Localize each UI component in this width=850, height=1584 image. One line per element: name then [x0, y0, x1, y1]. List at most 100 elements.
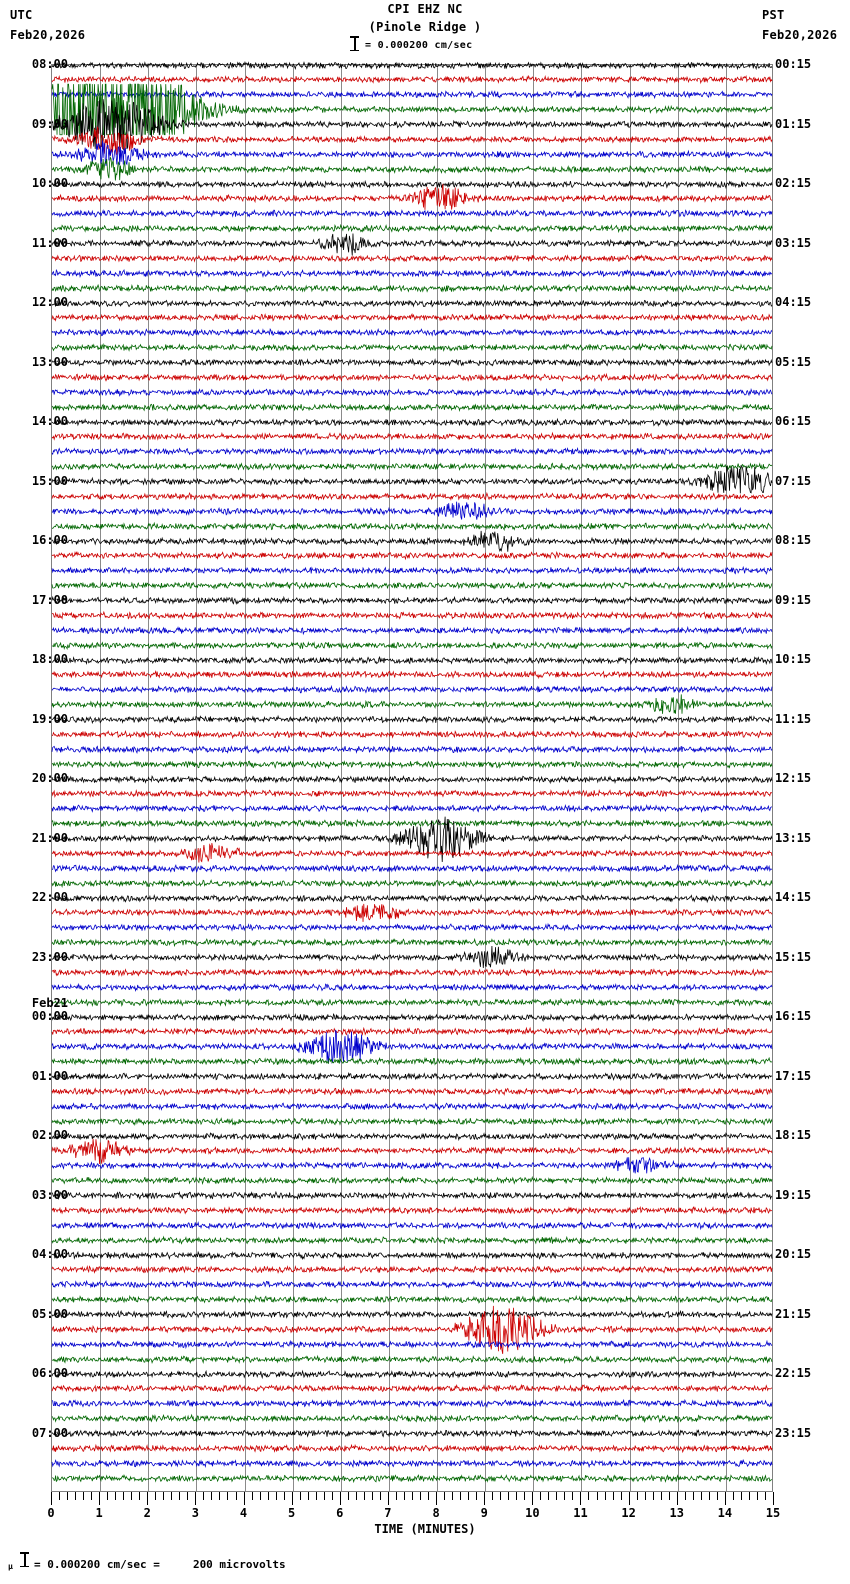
x-tick-5-4 — [323, 1492, 325, 1500]
x-tick-12-3 — [652, 1492, 654, 1500]
utc-timezone-label: UTC — [10, 8, 33, 22]
x-tick-1-4 — [131, 1492, 133, 1500]
utc-hour-label-0200: 02:00 — [31, 1128, 68, 1142]
footer-scale-text: = 0.000200 cm/sec = 200 microvolts — [34, 1558, 286, 1571]
trace-row-49 — [52, 786, 772, 801]
trace-row-45 — [52, 727, 772, 742]
trace-row-51 — [52, 816, 772, 831]
pst-hour-label-2215: 22:15 — [775, 1366, 812, 1380]
pst-hour-label-0915: 09:15 — [775, 592, 812, 607]
trace-row-70 — [52, 1099, 772, 1114]
station-name: (Pinole Ridge ) — [368, 20, 482, 34]
trace-row-76 — [52, 1188, 772, 1203]
seismic-traces — [52, 65, 772, 1491]
utc-hour-label-0900: 09:00 — [31, 116, 68, 131]
x-tick-10-2 — [548, 1492, 550, 1500]
trace-row-10 — [52, 206, 772, 221]
trace-row-26 — [52, 444, 772, 459]
trace-row-86 — [52, 1337, 772, 1352]
trace-row-73 — [52, 1143, 772, 1158]
trace-row-31 — [52, 519, 772, 534]
x-tick-label-13: 13 — [669, 1506, 684, 1520]
x-tick-1-2 — [115, 1492, 117, 1500]
pst-timezone-label: PST — [762, 8, 785, 22]
x-tick-8-0 — [436, 1492, 438, 1505]
x-tick-3-5 — [235, 1492, 237, 1500]
x-tick-1-1 — [107, 1492, 109, 1500]
trace-row-7 — [52, 162, 772, 177]
trace-row-35 — [52, 578, 772, 593]
trace-row-80 — [52, 1248, 772, 1263]
x-tick-label-7: 7 — [384, 1506, 392, 1520]
trace-row-43 — [52, 697, 772, 712]
trace-row-55 — [52, 876, 772, 891]
x-tick-label-10: 10 — [525, 1506, 540, 1520]
x-tick-3-3 — [219, 1492, 221, 1500]
trace-row-74 — [52, 1158, 772, 1173]
trace-row-77 — [52, 1203, 772, 1218]
trace-row-47 — [52, 757, 772, 772]
x-tick-label-14: 14 — [717, 1506, 733, 1520]
x-tick-9-3 — [508, 1492, 510, 1500]
x-tick-0-4 — [83, 1492, 85, 1500]
x-tick-9-4 — [516, 1492, 518, 1500]
trace-row-0 — [52, 58, 772, 73]
trace-row-83 — [52, 1292, 772, 1307]
x-tick-6-2 — [355, 1492, 357, 1500]
x-tick-14-2 — [740, 1492, 742, 1500]
utc-hour-label-1100: 11:00 — [31, 235, 68, 250]
x-tick-label-0: 0 — [47, 1506, 55, 1520]
utc-hour-label-1300: 13:00 — [31, 354, 68, 369]
x-tick-2-0 — [147, 1492, 149, 1505]
trace-row-39 — [52, 638, 772, 653]
x-tick-label-4: 4 — [239, 1506, 248, 1520]
x-tick-label-9: 9 — [480, 1506, 488, 1520]
helicorder-plot[interactable] — [51, 64, 773, 1492]
x-tick-0-2 — [67, 1492, 69, 1500]
scale-note: = 0.000200 cm/sec — [365, 40, 473, 51]
trace-row-16 — [52, 296, 772, 311]
trace-row-19 — [52, 340, 772, 355]
trace-row-89 — [52, 1381, 772, 1396]
x-tick-11-0 — [580, 1492, 582, 1505]
x-tick-10-0 — [532, 1492, 534, 1505]
trace-row-57 — [52, 905, 772, 920]
utc-date-label: Feb20,2026 — [10, 28, 86, 42]
utc-hour-label-1500: 15:00 — [31, 473, 68, 488]
trace-row-72 — [52, 1129, 772, 1144]
utc-hour-label-1600: 16:00 — [31, 533, 68, 547]
pst-hour-label-0615: 06:15 — [775, 414, 812, 428]
trace-row-14 — [52, 266, 772, 281]
utc-hour-label-0300: 03:00 — [31, 1187, 68, 1202]
trace-row-36 — [52, 593, 772, 608]
trace-row-92 — [52, 1426, 772, 1441]
trace-row-34 — [52, 563, 772, 578]
utc-hour-label-0000: 00:00 — [31, 1009, 68, 1023]
x-tick-0-0 — [51, 1492, 52, 1505]
trace-row-64 — [52, 1010, 772, 1025]
pst-hour-label-1615: 16:15 — [775, 1009, 812, 1023]
pst-hour-label-2115: 21:15 — [775, 1306, 812, 1321]
x-tick-13-3 — [700, 1492, 702, 1500]
x-tick-13-1 — [684, 1492, 686, 1500]
trace-row-90 — [52, 1396, 772, 1411]
x-tick-12-2 — [644, 1492, 646, 1500]
utc-hour-label-1700: 17:00 — [31, 592, 68, 607]
x-tick-3-0 — [195, 1492, 197, 1505]
trace-row-1 — [52, 72, 772, 87]
trace-row-56 — [52, 891, 772, 906]
trace-row-58 — [52, 920, 772, 935]
pst-hour-label-0115: 01:15 — [775, 116, 812, 131]
trace-row-9 — [52, 191, 772, 206]
pst-hour-label-0415: 04:15 — [775, 295, 812, 309]
pst-hour-label-0515: 05:15 — [775, 354, 812, 369]
utc-hour-label-2000: 20:00 — [31, 771, 68, 785]
x-tick-3-1 — [203, 1492, 205, 1500]
x-tick-0-3 — [75, 1492, 77, 1500]
x-tick-4-5 — [283, 1492, 285, 1500]
x-tick-label-6: 6 — [336, 1506, 344, 1520]
x-tick-9-1 — [492, 1492, 494, 1500]
x-tick-8-5 — [476, 1492, 478, 1500]
utc-hour-label-2200: 22:00 — [31, 890, 68, 904]
trace-row-53 — [52, 846, 772, 861]
